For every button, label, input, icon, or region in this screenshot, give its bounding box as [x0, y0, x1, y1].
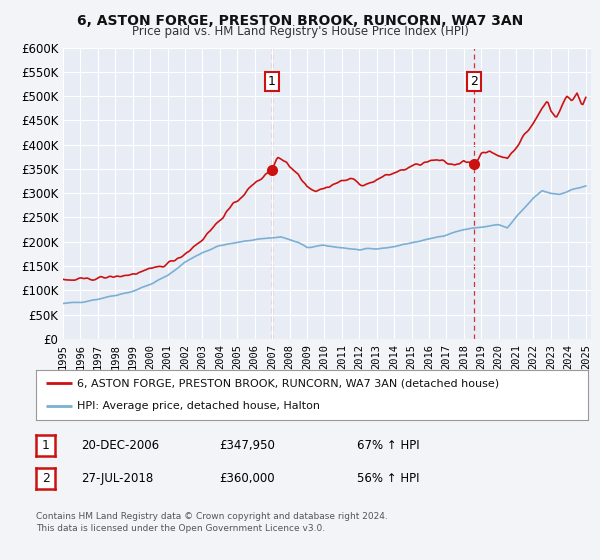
Text: 56% ↑ HPI: 56% ↑ HPI [357, 472, 419, 486]
Text: 1: 1 [268, 75, 275, 88]
Text: 27-JUL-2018: 27-JUL-2018 [81, 472, 153, 486]
Text: £347,950: £347,950 [219, 438, 275, 452]
Text: 6, ASTON FORGE, PRESTON BROOK, RUNCORN, WA7 3AN: 6, ASTON FORGE, PRESTON BROOK, RUNCORN, … [77, 14, 523, 28]
Text: 6, ASTON FORGE, PRESTON BROOK, RUNCORN, WA7 3AN (detached house): 6, ASTON FORGE, PRESTON BROOK, RUNCORN, … [77, 378, 500, 388]
Text: £360,000: £360,000 [219, 472, 275, 486]
Text: 67% ↑ HPI: 67% ↑ HPI [357, 438, 419, 452]
Text: Price paid vs. HM Land Registry's House Price Index (HPI): Price paid vs. HM Land Registry's House … [131, 25, 469, 38]
Text: 1: 1 [42, 438, 50, 452]
Text: 2: 2 [42, 472, 50, 486]
Text: 2: 2 [470, 75, 478, 88]
Text: 20-DEC-2006: 20-DEC-2006 [81, 438, 159, 452]
Text: HPI: Average price, detached house, Halton: HPI: Average price, detached house, Halt… [77, 402, 320, 412]
Text: Contains HM Land Registry data © Crown copyright and database right 2024.
This d: Contains HM Land Registry data © Crown c… [36, 512, 388, 533]
